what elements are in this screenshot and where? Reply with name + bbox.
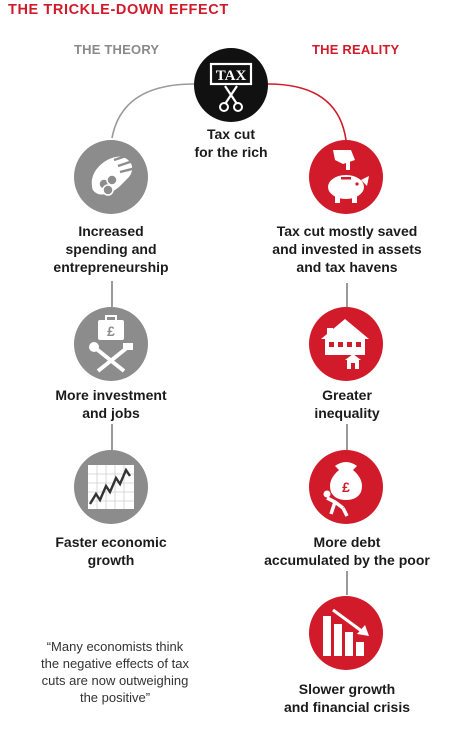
theory-label-line: entrepreneurship (53, 259, 169, 275)
reality-column-heading: THE REALITY (312, 42, 400, 57)
reality-label-line: and invested in assets (272, 241, 422, 257)
economists-quote: “Many economists think the negative effe… (20, 638, 210, 706)
theory-label-line: Faster economic (55, 534, 167, 550)
quote-line: cuts are now outweighing (41, 673, 189, 688)
theory-label-line: spending and (65, 241, 157, 257)
debt-sack-icon: £ (309, 450, 383, 524)
page-title: THE TRICKLE-DOWN EFFECT (8, 2, 229, 18)
theory-connector-2 (111, 424, 113, 450)
briefcase-tools-icon: £ (74, 307, 148, 381)
theory-label-line: and jobs (82, 405, 140, 421)
svg-text:£: £ (342, 479, 350, 495)
top-node-label: Tax cut for the rich (170, 125, 292, 161)
reality-connector-1 (346, 283, 348, 307)
reality-connector-2 (346, 424, 348, 450)
reality-label-line: inequality (314, 405, 380, 421)
quote-line: the negative effects of tax (41, 656, 189, 671)
theory-connector-1 (111, 281, 113, 307)
theory-step-3-label: Faster economic growth (30, 533, 192, 569)
theory-label-line: growth (87, 552, 135, 568)
reality-label-line: accumulated by the poor (264, 552, 430, 568)
theory-label-line: Increased (78, 223, 144, 239)
reality-label-line: and tax havens (296, 259, 398, 275)
reality-step-3-label: More debt accumulated by the poor (255, 533, 439, 569)
theory-label-line: More investment (55, 387, 167, 403)
hand-coins-icon (74, 140, 148, 214)
reality-label-line: and financial crisis (283, 699, 411, 715)
reality-label-line: Slower growth (298, 681, 396, 697)
falling-bars-icon (309, 596, 383, 670)
svg-text:£: £ (107, 323, 115, 339)
theory-step-1-label: Increased spending and entrepreneurship (30, 222, 192, 276)
theory-column-heading: THE THEORY (74, 42, 160, 57)
reality-step-1-label: Tax cut mostly saved and invested in ass… (262, 222, 432, 276)
reality-step-2-label: Greater inequality (262, 386, 432, 422)
reality-step-4-label: Slower growth and financial crisis (262, 680, 432, 716)
houses-icon (309, 307, 383, 381)
quote-line: the positive” (79, 690, 151, 705)
reality-label-line: Greater (322, 387, 372, 403)
reality-connector-3 (346, 571, 348, 595)
quote-line: “Many economists think (46, 639, 184, 654)
tax-scissors-icon: TAX (194, 48, 268, 122)
top-label-line: Tax cut (207, 126, 255, 142)
tax-badge-text: TAX (216, 68, 247, 84)
reality-label-line: More debt (313, 534, 381, 550)
hand-piggybank-icon (309, 140, 383, 214)
rising-graph-icon (74, 450, 148, 524)
theory-step-2-label: More investment and jobs (30, 386, 192, 422)
reality-label-line: Tax cut mostly saved (276, 223, 418, 239)
top-label-line: for the rich (194, 144, 268, 160)
